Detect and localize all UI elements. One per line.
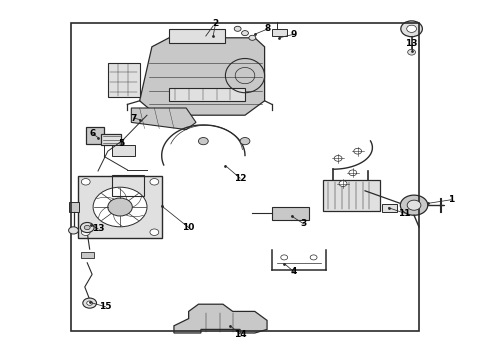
Bar <box>272 207 309 220</box>
Bar <box>81 252 94 258</box>
Circle shape <box>334 156 342 161</box>
Circle shape <box>349 170 357 176</box>
Text: 13: 13 <box>405 39 418 48</box>
Circle shape <box>339 181 347 186</box>
Text: 9: 9 <box>291 30 297 39</box>
Text: 2: 2 <box>213 19 219 28</box>
Circle shape <box>240 138 250 145</box>
Circle shape <box>310 255 317 260</box>
Circle shape <box>401 21 422 37</box>
Bar <box>108 63 140 97</box>
Text: 11: 11 <box>398 209 411 217</box>
Text: 15: 15 <box>99 302 112 311</box>
Polygon shape <box>174 304 267 333</box>
Text: 6: 6 <box>90 129 96 138</box>
Circle shape <box>198 138 208 145</box>
Bar <box>69 202 79 212</box>
Circle shape <box>69 227 78 234</box>
Polygon shape <box>140 38 265 115</box>
Circle shape <box>83 298 97 308</box>
Bar <box>71 23 419 331</box>
Bar <box>86 127 104 144</box>
Bar <box>169 88 245 101</box>
Circle shape <box>80 222 94 233</box>
Text: 14: 14 <box>234 330 246 338</box>
Circle shape <box>150 179 159 185</box>
Bar <box>78 176 162 238</box>
Circle shape <box>84 225 90 230</box>
Circle shape <box>150 229 159 235</box>
Circle shape <box>400 195 428 215</box>
Circle shape <box>249 35 256 40</box>
Bar <box>323 180 380 211</box>
Circle shape <box>93 187 147 227</box>
Text: 12: 12 <box>234 174 246 183</box>
Text: 10: 10 <box>182 223 195 232</box>
Bar <box>101 134 121 145</box>
Circle shape <box>408 49 416 55</box>
Circle shape <box>81 179 90 185</box>
Text: 7: 7 <box>130 113 137 122</box>
Circle shape <box>354 148 362 154</box>
Text: 5: 5 <box>119 139 124 148</box>
Bar <box>272 29 287 36</box>
Polygon shape <box>131 108 196 130</box>
Text: 4: 4 <box>291 267 297 276</box>
Text: 3: 3 <box>301 219 307 228</box>
Circle shape <box>407 25 416 32</box>
Bar <box>169 29 225 43</box>
Circle shape <box>242 31 248 36</box>
Circle shape <box>281 255 288 260</box>
Circle shape <box>234 26 241 31</box>
Text: 13: 13 <box>92 224 104 233</box>
Circle shape <box>407 200 421 210</box>
Bar <box>382 204 397 212</box>
Circle shape <box>108 198 132 216</box>
Circle shape <box>87 301 93 305</box>
Text: 8: 8 <box>265 24 271 33</box>
Text: 1: 1 <box>448 195 454 204</box>
Circle shape <box>81 229 90 235</box>
Bar <box>112 145 135 156</box>
Bar <box>112 175 144 196</box>
